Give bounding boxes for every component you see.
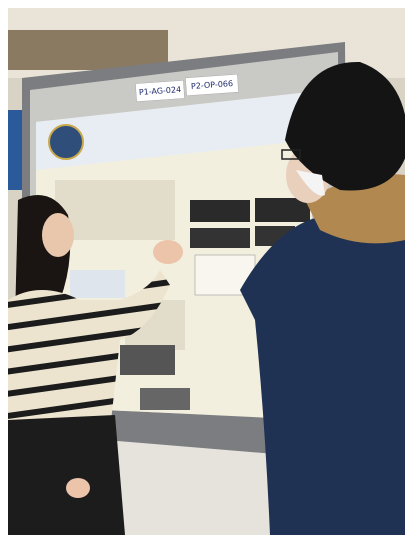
- side-sign: [8, 110, 26, 190]
- label-sticker: [185, 73, 239, 97]
- man-hood: [305, 174, 405, 244]
- poster-figure: [70, 270, 125, 298]
- ceiling-beam: [8, 30, 168, 70]
- woman-face: [42, 213, 74, 257]
- woman-skirt: [8, 415, 125, 535]
- man-hair: [285, 61, 405, 191]
- woman-hand: [153, 240, 183, 264]
- poster-photo: [120, 345, 175, 375]
- poster-figure: [190, 228, 250, 248]
- poster-label: P2-OP-066: [191, 79, 234, 91]
- label-sticker: [135, 80, 185, 102]
- woman-hand: [66, 478, 90, 498]
- scene: P1-AG-024 P2-OP-066: [8, 8, 405, 535]
- man-jacket: [240, 200, 405, 535]
- poster-photo: [140, 388, 190, 410]
- woman-sweater: [8, 270, 170, 440]
- poster-text-block: [55, 180, 175, 240]
- poster-label: P1-AG-024: [139, 85, 182, 97]
- poster-header: [36, 92, 312, 170]
- poster-figure: [190, 200, 250, 222]
- man-glasses: [281, 149, 301, 160]
- poster-logo: [48, 124, 84, 160]
- man-mask: [296, 170, 325, 196]
- poster-figure: [255, 198, 310, 222]
